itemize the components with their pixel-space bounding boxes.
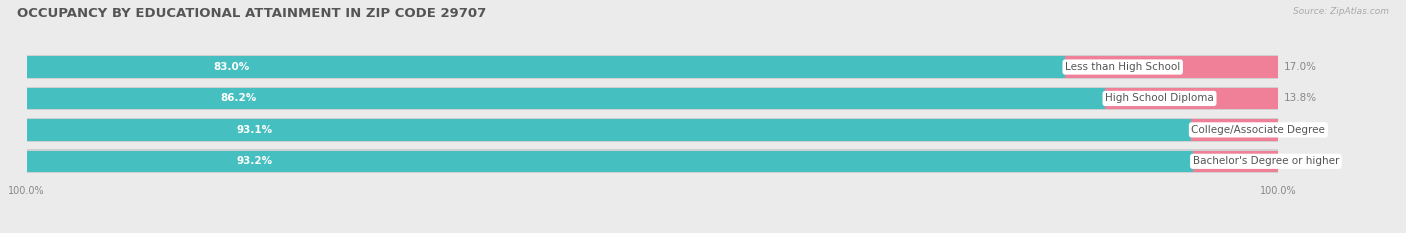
Text: 6.9%: 6.9% bbox=[1284, 125, 1310, 135]
Bar bbox=[27, 86, 1278, 110]
Bar bbox=[1066, 56, 1278, 78]
Bar bbox=[27, 118, 1278, 142]
Text: 13.8%: 13.8% bbox=[1284, 93, 1317, 103]
Bar bbox=[27, 151, 1278, 172]
Text: OCCUPANCY BY EDUCATIONAL ATTAINMENT IN ZIP CODE 29707: OCCUPANCY BY EDUCATIONAL ATTAINMENT IN Z… bbox=[17, 7, 486, 20]
Text: 6.8%: 6.8% bbox=[1284, 156, 1310, 166]
Text: 93.2%: 93.2% bbox=[236, 156, 273, 166]
Bar bbox=[1192, 151, 1278, 172]
Bar bbox=[27, 88, 1278, 109]
Bar bbox=[27, 88, 1105, 109]
Bar bbox=[27, 149, 1278, 173]
Bar bbox=[27, 56, 1278, 78]
Text: 86.2%: 86.2% bbox=[221, 93, 257, 103]
Bar bbox=[1105, 88, 1278, 109]
Bar bbox=[27, 119, 1278, 140]
Bar bbox=[27, 55, 1278, 79]
Text: High School Diploma: High School Diploma bbox=[1105, 93, 1213, 103]
Bar bbox=[1191, 119, 1278, 140]
Text: Less than High School: Less than High School bbox=[1066, 62, 1180, 72]
Bar bbox=[27, 119, 1191, 140]
Text: 83.0%: 83.0% bbox=[214, 62, 250, 72]
Text: 17.0%: 17.0% bbox=[1284, 62, 1317, 72]
Bar bbox=[27, 56, 1066, 78]
Text: Source: ZipAtlas.com: Source: ZipAtlas.com bbox=[1294, 7, 1389, 16]
Text: Bachelor's Degree or higher: Bachelor's Degree or higher bbox=[1192, 156, 1339, 166]
Text: College/Associate Degree: College/Associate Degree bbox=[1191, 125, 1326, 135]
Text: 93.1%: 93.1% bbox=[236, 125, 273, 135]
Bar bbox=[27, 151, 1192, 172]
